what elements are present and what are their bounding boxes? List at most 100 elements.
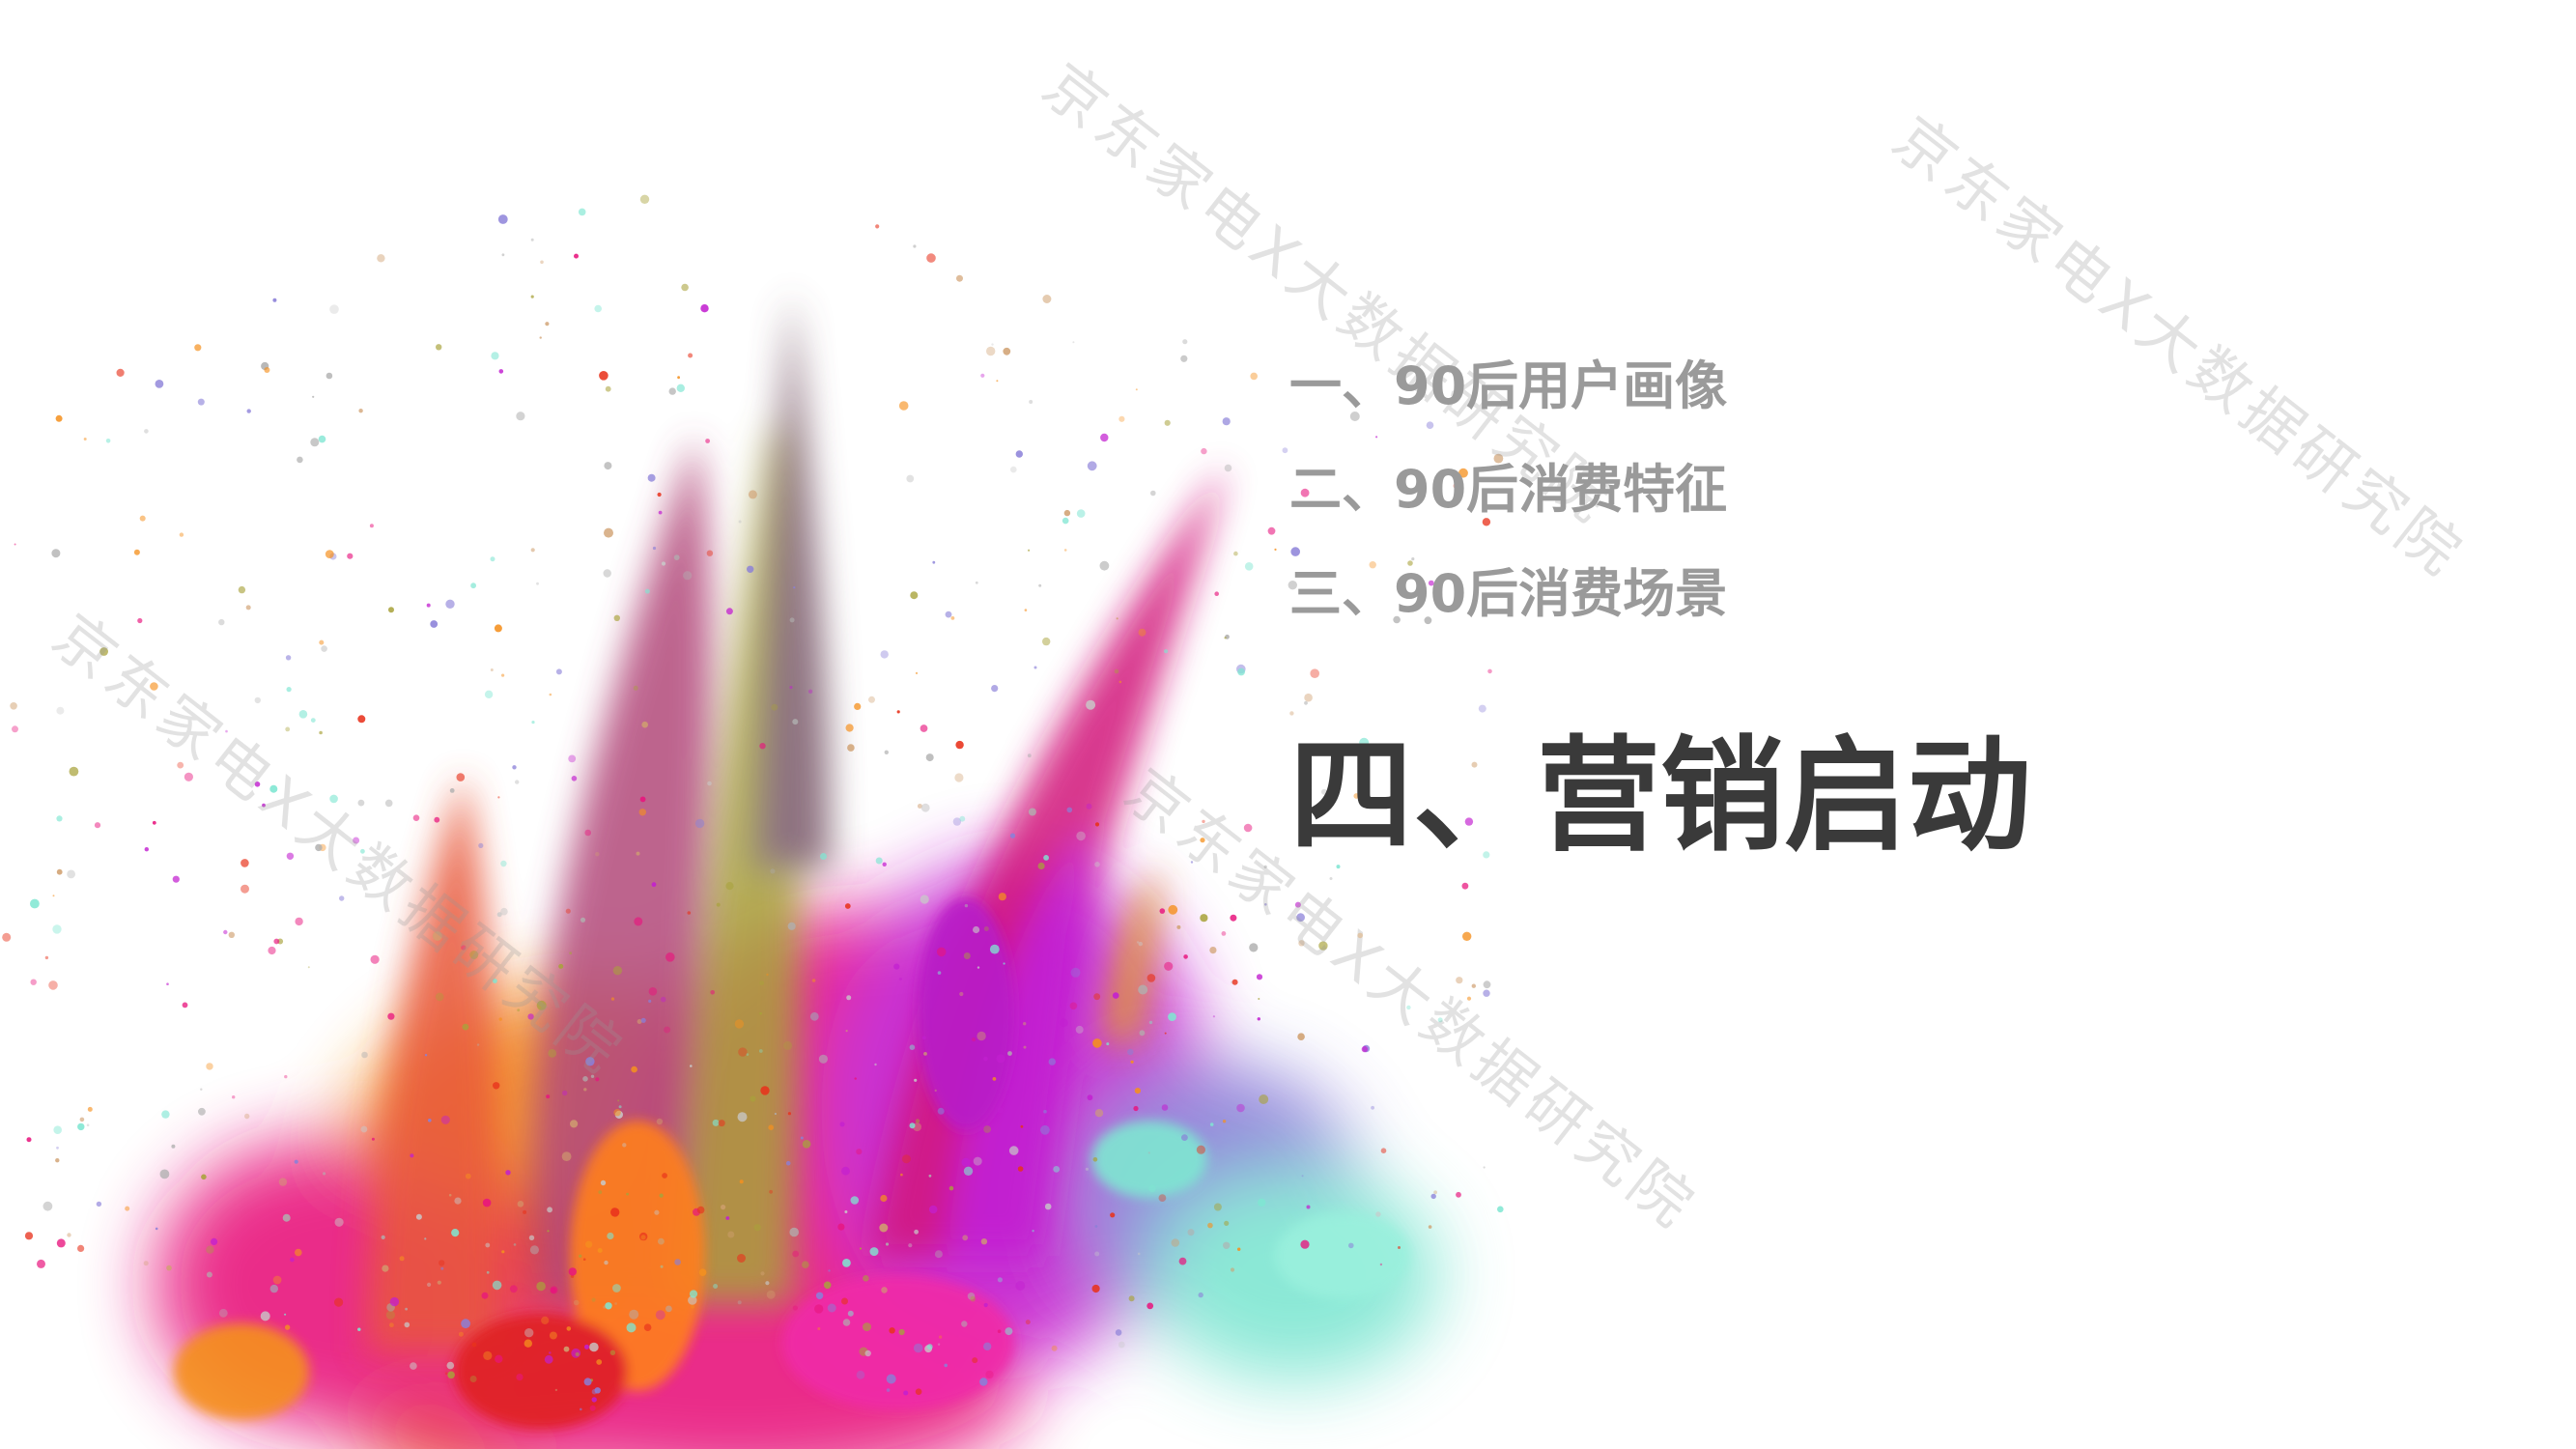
powder-particle [295, 917, 303, 926]
powder-particle [524, 1339, 532, 1348]
powder-particle [1128, 1295, 1135, 1302]
powder-particle [991, 343, 994, 346]
powder-particle [913, 1343, 923, 1353]
powder-particle [983, 1342, 992, 1351]
powder-particle [1207, 1222, 1213, 1229]
powder-particle [725, 1216, 730, 1220]
powder-particle [52, 924, 62, 934]
powder-particle [485, 1242, 491, 1248]
powder-particle [30, 979, 37, 985]
powder-particle [382, 1264, 389, 1272]
powder-particle [901, 1154, 911, 1164]
powder-particle [1063, 509, 1071, 517]
powder-particle [512, 765, 517, 770]
powder-particle [1091, 1284, 1100, 1293]
powder-particle [1493, 453, 1504, 464]
powder-particle [568, 754, 577, 763]
powder-particle [967, 1293, 976, 1300]
powder-particle [56, 815, 63, 822]
powder-particle [629, 1309, 639, 1320]
powder-particle [664, 1026, 671, 1034]
powder-particle [665, 952, 675, 962]
powder-particle [1069, 1002, 1078, 1010]
powder-particle [492, 1280, 502, 1291]
powder-particle [839, 1122, 845, 1127]
powder-particle [144, 847, 149, 852]
powder-particle [681, 283, 689, 292]
powder-particle [880, 1194, 888, 1203]
powder-particle [161, 1110, 170, 1119]
powder-particle [1180, 355, 1188, 362]
powder-particle [1433, 1190, 1437, 1195]
powder-particle [357, 715, 366, 724]
powder-particle [451, 1229, 460, 1237]
powder-particle [326, 372, 333, 380]
powder-particle [1478, 704, 1486, 713]
powder-particle [1176, 924, 1181, 929]
powder-particle [1015, 1281, 1026, 1291]
powder-particle [436, 344, 442, 351]
powder-particle [315, 843, 323, 852]
powder-particle [561, 1151, 572, 1161]
powder-particle [844, 1210, 848, 1213]
powder-particle [445, 599, 455, 609]
powder-particle [471, 1342, 477, 1348]
powder-particle [792, 1250, 800, 1258]
powder-particle [358, 409, 363, 413]
powder-particle [1200, 914, 1208, 923]
powder-particle [1072, 341, 1075, 344]
powder-particle [245, 605, 251, 611]
powder-particle [617, 1099, 620, 1102]
powder-particle [613, 1109, 621, 1117]
powder-particle [1010, 466, 1017, 473]
powder-particle [497, 796, 500, 799]
powder-particle [914, 1078, 918, 1082]
powder-particle [1094, 1251, 1100, 1257]
powder-particle [658, 1237, 665, 1245]
powder-particle [297, 456, 303, 464]
powder-particle [1318, 941, 1328, 951]
powder-particle [1428, 580, 1434, 586]
powder-particle [785, 1160, 791, 1166]
powder-particle [817, 1327, 821, 1330]
powder-particle [651, 882, 657, 888]
powder-particle [1398, 1246, 1401, 1249]
powder-particle [746, 1053, 750, 1056]
powder-particle [1190, 861, 1194, 864]
powder-particle [550, 1287, 556, 1293]
powder-particle [591, 1397, 597, 1403]
powder-particle [294, 1159, 298, 1164]
powder-particle [554, 1388, 558, 1392]
powder-particle [206, 1271, 212, 1278]
powder-particle [1392, 782, 1395, 785]
powder-particle [260, 1311, 270, 1321]
powder-particle [844, 903, 851, 909]
powder-particle [643, 1323, 652, 1331]
powder-particle [1134, 1088, 1141, 1094]
powder-particle [631, 1065, 637, 1073]
powder-particle [549, 1331, 557, 1340]
powder-particle [1244, 562, 1254, 571]
powder-particle [77, 1244, 85, 1252]
powder-particle [1297, 1033, 1305, 1040]
powder-particle [1086, 699, 1096, 710]
powder-particle [1483, 851, 1490, 859]
powder-particle [241, 884, 249, 894]
powder-particle [850, 1196, 860, 1205]
powder-particle [634, 917, 643, 926]
powder-particle [1375, 436, 1378, 439]
powder-particle [1213, 1203, 1222, 1211]
powder-particle [30, 898, 40, 909]
powder-particle [353, 837, 360, 844]
powder-particle [177, 761, 184, 769]
powder-particle [983, 926, 989, 931]
powder-particle [1138, 941, 1144, 947]
powder-particle [880, 650, 889, 659]
powder-particle [1087, 461, 1097, 471]
powder-particle [1456, 1191, 1461, 1198]
powder-particle [985, 1370, 994, 1379]
powder-particle [759, 980, 765, 985]
powder-particle [371, 1137, 375, 1141]
powder-particle [1201, 447, 1207, 455]
